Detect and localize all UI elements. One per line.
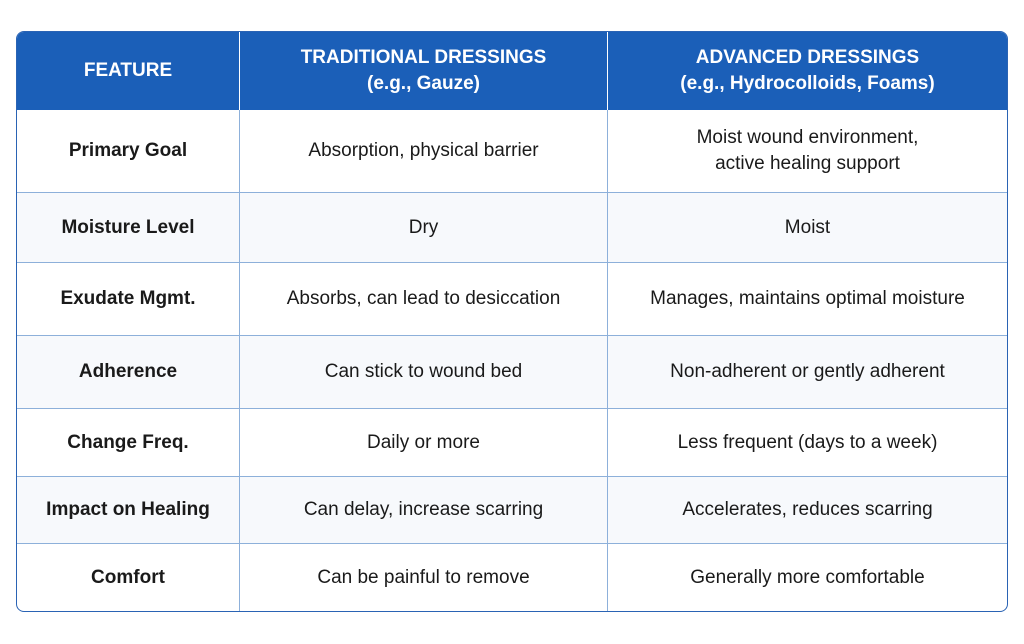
cell-line: Non-adherent or gently adherent bbox=[670, 361, 945, 382]
feature-cell: Exudate Mgmt. bbox=[17, 263, 240, 336]
feature-cell: Adherence bbox=[17, 336, 240, 409]
value-cell: Moist wound environment, active healing s… bbox=[608, 110, 1007, 193]
comparison-table: FEATURE TRADITIONAL DRESSINGS (e.g., Gauze… bbox=[16, 31, 1008, 612]
value-cell: Can be painful to remove bbox=[240, 544, 608, 611]
header-subtitle: (e.g., Hydrocolloids, Foams) bbox=[680, 73, 935, 94]
value-cell: Non-adherent or gently adherent bbox=[608, 336, 1007, 409]
cell-line: Dry bbox=[408, 216, 439, 238]
value-cell: Can stick to wound bed bbox=[240, 336, 608, 409]
value-cell: Absorption, physical barrier bbox=[240, 110, 608, 193]
cell-line: Absorption, physical barrier bbox=[308, 140, 539, 161]
header-title: FEATURE bbox=[83, 60, 173, 81]
cell-line: Moist bbox=[784, 216, 831, 238]
cell-line: Less frequent (days to a week) bbox=[677, 431, 938, 453]
cell-text: Impact on Healing bbox=[46, 499, 210, 520]
feature-cell: Primary Goal bbox=[17, 110, 240, 193]
header-subtitle: (e.g., Gauze) bbox=[367, 73, 480, 94]
cell-text: Adherence bbox=[78, 361, 178, 382]
cell-line: Can stick to wound bed bbox=[324, 361, 523, 382]
feature-cell: Comfort bbox=[17, 544, 240, 611]
feature-cell: Moisture Level bbox=[17, 193, 240, 263]
value-cell: Generally more comfortable bbox=[608, 544, 1007, 611]
header-cell: FEATURE bbox=[17, 32, 240, 110]
cell-text: Comfort bbox=[91, 566, 165, 588]
value-cell: Accelerates, reduces scarring bbox=[608, 477, 1007, 544]
header-cell: TRADITIONAL DRESSINGS (e.g., Gauze) bbox=[240, 32, 608, 110]
feature-cell: Change Freq. bbox=[17, 409, 240, 477]
cell-line: Generally more comfortable bbox=[690, 566, 925, 588]
value-cell: Can delay, increase scarring bbox=[240, 477, 608, 544]
cell-line: active healing support bbox=[715, 153, 900, 174]
header-title: TRADITIONAL DRESSINGS bbox=[300, 47, 547, 68]
cell-text: Exudate Mgmt. bbox=[60, 288, 196, 309]
header-title: ADVANCED DRESSINGS bbox=[695, 47, 920, 68]
value-cell: Moist bbox=[608, 193, 1007, 263]
header-cell: ADVANCED DRESSINGS (e.g., Hydrocolloids, … bbox=[608, 32, 1007, 110]
value-cell: Less frequent (days to a week) bbox=[608, 409, 1007, 477]
cell-text: Change Freq. bbox=[67, 431, 189, 453]
cell-line: Absorbs, can lead to desiccation bbox=[286, 288, 561, 309]
value-cell: Daily or more bbox=[240, 409, 608, 477]
cell-line: Can be painful to remove bbox=[317, 566, 530, 588]
cell-line: Accelerates, reduces scarring bbox=[682, 499, 933, 520]
feature-cell: Impact on Healing bbox=[17, 477, 240, 544]
value-cell: Absorbs, can lead to desiccation bbox=[240, 263, 608, 336]
cell-line: Daily or more bbox=[367, 431, 480, 453]
value-cell: Manages, maintains optimal moisture bbox=[608, 263, 1007, 336]
cell-line: Moist wound environment, bbox=[696, 127, 919, 148]
cell-line: Can delay, increase scarring bbox=[303, 499, 544, 520]
value-cell: Dry bbox=[240, 193, 608, 263]
cell-text: Primary Goal bbox=[68, 140, 188, 161]
cell-line: Manages, maintains optimal moisture bbox=[650, 288, 965, 309]
cell-text: Moisture Level bbox=[61, 216, 195, 238]
